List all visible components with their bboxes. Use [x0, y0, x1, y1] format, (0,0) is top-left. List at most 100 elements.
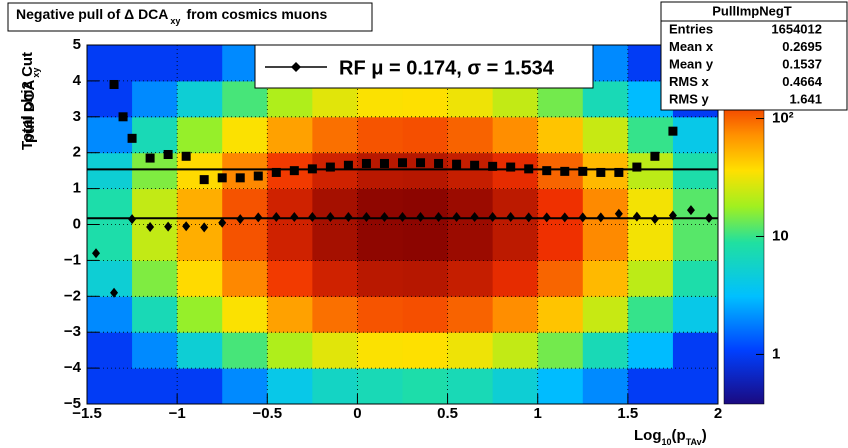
- diamond-marker: [308, 211, 317, 222]
- heat-cell: [87, 296, 133, 333]
- heat-cell: [132, 224, 178, 261]
- heat-cell: [132, 368, 178, 405]
- heat-cell: [177, 296, 223, 333]
- diamond-marker: [596, 212, 605, 223]
- diamond-marker: [362, 211, 371, 222]
- heat-cell: [312, 296, 358, 333]
- square-marker: [217, 173, 227, 183]
- diamond-marker: [434, 211, 443, 222]
- heat-cell: [357, 368, 403, 405]
- heat-cell: [627, 260, 674, 297]
- square-marker: [379, 158, 389, 168]
- stats-value: 0.4664: [782, 74, 823, 89]
- diamond-marker: [560, 212, 569, 223]
- square-marker: [289, 166, 299, 176]
- heat-cell: [447, 116, 494, 154]
- heat-cell: [672, 152, 719, 190]
- x-tick-label: −0.5: [252, 405, 282, 422]
- diamond-marker: [614, 208, 623, 219]
- y-tick-label: 5: [73, 36, 81, 53]
- heat-cell: [492, 332, 539, 369]
- diamond-marker: [164, 221, 173, 232]
- heat-cell: [537, 332, 584, 369]
- y-tick-label: −1: [64, 251, 81, 268]
- y-axis-title-2: Total chi2 Cut: [19, 52, 36, 150]
- square-marker: [488, 161, 498, 171]
- heat-cell: [132, 332, 178, 369]
- heat-cell: [177, 260, 223, 297]
- heat-cell: [492, 224, 539, 261]
- heat-cell: [447, 260, 494, 297]
- heat-cell: [312, 260, 358, 297]
- heat-cell: [267, 368, 313, 405]
- heat-cell: [537, 224, 584, 261]
- heat-cell: [672, 224, 719, 261]
- heat-cell: [312, 332, 358, 369]
- heat-cell: [357, 116, 403, 154]
- heat-cell: [267, 332, 313, 369]
- stats-rows: Entries 1654012 Mean x 0.2695 Mean y 0.1537 RM…: [669, 21, 823, 106]
- stats-key: Mean x: [669, 39, 714, 54]
- diamond-marker: [452, 211, 461, 222]
- square-marker: [614, 167, 624, 177]
- heat-cell: [447, 332, 494, 369]
- y-tick-label: 2: [73, 144, 81, 161]
- heat-cell: [492, 296, 539, 333]
- stats-key: Entries: [669, 21, 713, 36]
- y-tick-label: −5: [64, 395, 81, 412]
- heat-cell: [537, 260, 584, 297]
- y-axis-title: pull DCAxy: [21, 68, 41, 143]
- square-marker: [506, 162, 516, 172]
- stats-box: [660, 1, 848, 111]
- y-tick-label: 3: [73, 108, 81, 125]
- diamond-marker: [92, 248, 101, 259]
- square-marker: [271, 167, 281, 177]
- diamond-marker: [470, 211, 479, 222]
- heat-cell: [492, 260, 539, 297]
- heat-cell: [447, 188, 494, 225]
- heat-cell: [672, 296, 719, 333]
- heat-cell: [582, 332, 629, 369]
- diamond-marker: [254, 212, 263, 223]
- square-marker: [524, 164, 534, 174]
- x-tick-label: −1: [169, 405, 186, 422]
- diamond-marker: [578, 212, 587, 223]
- stats-key: RMS x: [669, 74, 710, 89]
- square-marker: [434, 158, 444, 168]
- heat-cell: [87, 152, 133, 190]
- heat-cell: [222, 116, 268, 154]
- diamond-marker: [290, 211, 299, 222]
- diamond-marker: [632, 211, 641, 222]
- legend-label: RF μ = 0.174, σ = 1.534: [339, 57, 555, 79]
- heat-cell: [312, 368, 358, 405]
- diamond-marker: [542, 212, 551, 223]
- heat-cell: [177, 224, 223, 261]
- heat-cell: [222, 296, 268, 333]
- square-marker: [650, 151, 660, 161]
- heat-cell: [402, 152, 449, 190]
- heat-cell: [582, 368, 629, 405]
- square-marker: [325, 162, 335, 172]
- heat-cell: [177, 332, 223, 369]
- heat-cell: [132, 116, 178, 154]
- heat-cell: [672, 332, 719, 369]
- y-tick-label: −3: [64, 323, 81, 340]
- heat-cell: [177, 368, 223, 405]
- heat-cell: [582, 116, 629, 154]
- heat-cell: [357, 332, 403, 369]
- heat-cell: [312, 116, 358, 154]
- y-tick-label: 0: [73, 215, 81, 232]
- heat-cell: [222, 260, 268, 297]
- heat-cell: [222, 368, 268, 405]
- diamond-marker: [668, 210, 677, 221]
- x-tick-label: 1.5: [617, 405, 638, 422]
- heat-cell: [132, 45, 178, 82]
- heat-cell: [357, 152, 403, 190]
- heat-cell: [582, 188, 629, 225]
- heat-cell: [267, 260, 313, 297]
- heat-cell: [267, 116, 313, 154]
- heat-cell: [537, 368, 584, 405]
- heat-cell: [402, 188, 449, 225]
- square-marker: [361, 158, 371, 168]
- diamond-marker: [650, 214, 659, 225]
